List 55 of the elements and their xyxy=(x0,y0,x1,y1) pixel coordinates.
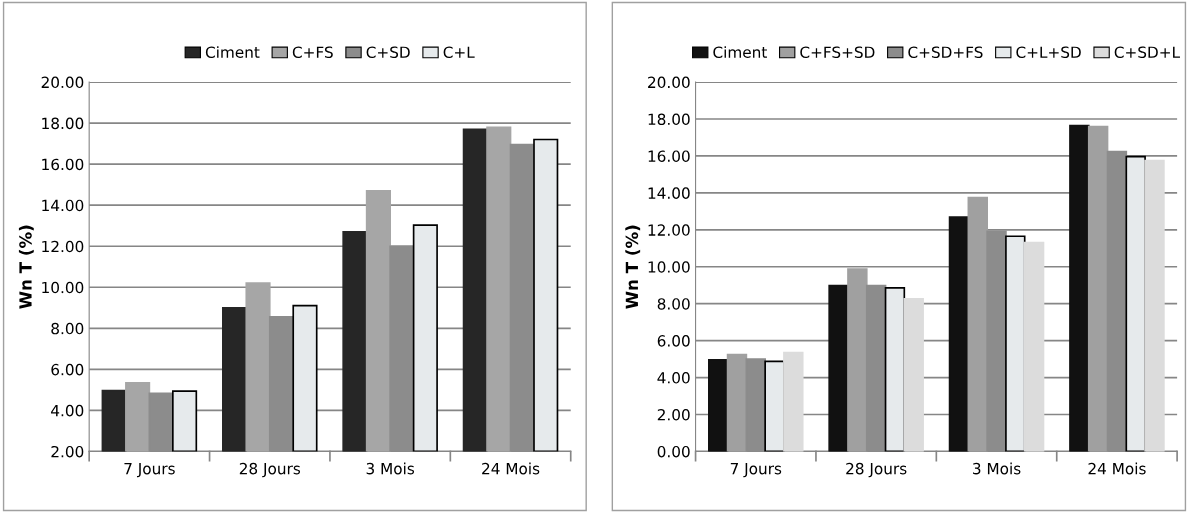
y-tick-label: 6.00 xyxy=(51,363,84,376)
bar xyxy=(1005,235,1026,452)
y-tick-label: 10.00 xyxy=(648,261,690,273)
bar xyxy=(1087,125,1109,452)
y-tick-label: 10.00 xyxy=(42,281,84,294)
y-tick-label: 2.00 xyxy=(51,445,84,458)
bar xyxy=(707,359,729,452)
legend-label: C+FS xyxy=(292,46,333,58)
bar xyxy=(1069,124,1090,452)
bar xyxy=(1144,159,1165,452)
bar xyxy=(865,284,887,452)
y-tick-label: 8.00 xyxy=(657,298,690,310)
y-tick-label: 4.00 xyxy=(657,372,690,384)
y-tick-label: 18.00 xyxy=(648,113,690,126)
x-tick-label: 28 Jours xyxy=(239,462,301,478)
y-tick-label: 18.00 xyxy=(42,117,84,130)
bar xyxy=(764,360,785,452)
y-tick-label: 0.00 xyxy=(657,445,690,458)
y-tick-label: 14.00 xyxy=(648,187,690,199)
x-tick-label: 24 Mois xyxy=(482,462,540,475)
bar xyxy=(948,216,970,452)
bar xyxy=(1023,241,1045,452)
y-tick-label: 2.00 xyxy=(657,408,690,421)
x-tick-label: 3 Mois xyxy=(366,462,415,475)
y-axis-title: Wn T (%) xyxy=(625,225,641,309)
bar xyxy=(828,284,849,452)
y-tick-label: 14.00 xyxy=(42,199,84,212)
y-tick-label: 6.00 xyxy=(657,335,690,347)
bar xyxy=(726,353,748,452)
x-tick-label: 7 Jours xyxy=(730,463,782,478)
y-tick-label: 8.00 xyxy=(51,322,84,335)
y-tick-label: 20.00 xyxy=(648,76,690,89)
legend-label: C+FS+SD xyxy=(800,46,875,58)
legend-label: C+L+SD xyxy=(1016,46,1081,58)
y-tick-label: 12.00 xyxy=(42,240,84,253)
x-tick-label: 24 Mois xyxy=(1088,462,1146,475)
legend-label: Ciment xyxy=(205,46,260,58)
bar xyxy=(903,297,924,452)
x-tick-label: 3 Mois xyxy=(973,462,1021,475)
bar xyxy=(1125,155,1146,452)
bar xyxy=(847,268,868,452)
legend-label: C+SD+FS xyxy=(908,46,983,58)
legend-label: Ciment xyxy=(713,46,767,58)
legend-label: C+L xyxy=(443,46,475,58)
y-tick-label: 16.00 xyxy=(648,150,690,162)
y-tick-label: 20.00 xyxy=(41,76,84,89)
y-tick-label: 16.00 xyxy=(42,158,84,171)
y-axis-title: Wn T (%) xyxy=(18,225,34,309)
x-tick-label: 28 Jours xyxy=(846,462,907,478)
x-tick-label: 7 Jours xyxy=(124,463,175,478)
legend-label: C+SD xyxy=(366,46,410,58)
y-tick-label: 4.00 xyxy=(51,404,84,417)
bar xyxy=(783,351,804,452)
legend-label: C+SD+L xyxy=(1114,46,1180,58)
y-tick-label: 12.00 xyxy=(648,224,690,236)
